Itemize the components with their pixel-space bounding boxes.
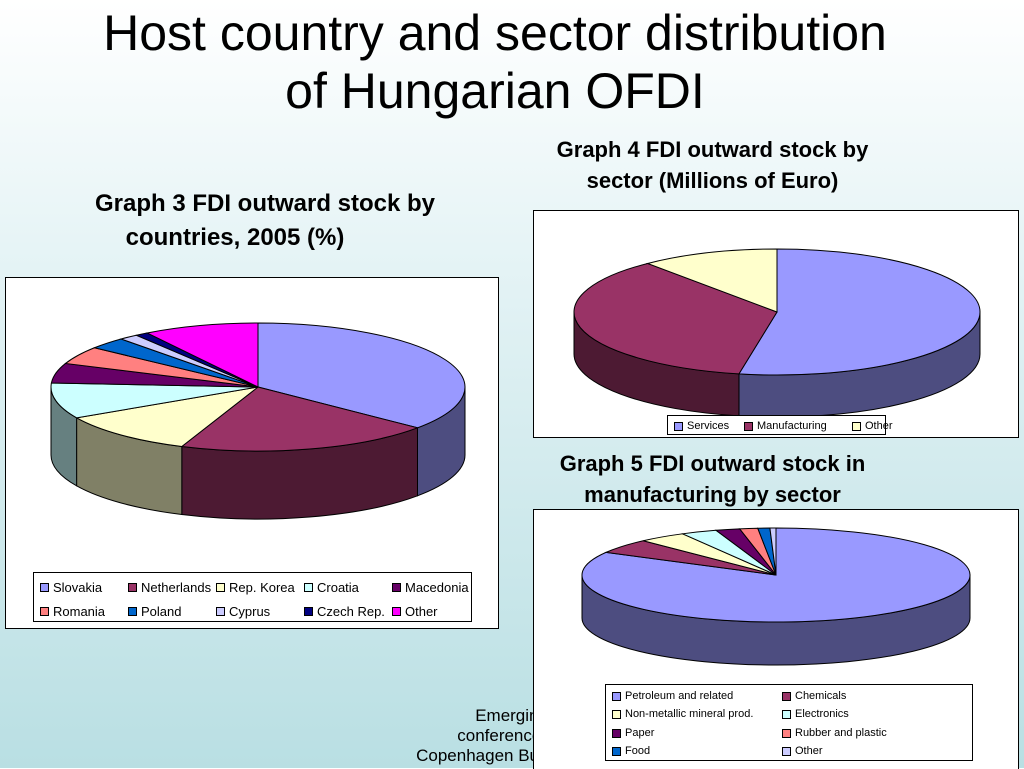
legend-swatch: [674, 421, 683, 431]
legend-item: Macedonia: [392, 580, 469, 595]
legend-item: Poland: [128, 604, 181, 619]
legend-item: Rubber and plastic: [782, 727, 887, 740]
pie-slice-slovakia: [257, 322, 466, 429]
legend-item: Petroleum and related: [612, 690, 733, 703]
legend-swatch: [392, 606, 401, 616]
legend-label: Cyprus: [229, 603, 271, 619]
slide-title-line1: Host country and sector distribution: [103, 5, 887, 61]
legend-swatch: [852, 421, 861, 431]
legend-item: Electronics: [782, 708, 849, 721]
legend-swatch: [612, 691, 621, 701]
legend-item: Cyprus: [216, 604, 270, 619]
legend-swatch: [612, 747, 621, 757]
slide-title: Host country and sector distribution of …: [0, 4, 990, 120]
graph3-title-line2: countries, 2005 (%): [125, 224, 345, 251]
legend-swatch: [216, 606, 225, 616]
legend-label: Petroleum and related: [625, 689, 734, 702]
legend-label: Manufacturing: [757, 419, 827, 432]
graph5-title: Graph 5 FDI outward stock in manufacturi…: [525, 448, 900, 510]
legend-item: Other: [782, 745, 823, 758]
graph5-title-line2: manufacturing by sector: [584, 482, 841, 507]
legend-item: Croatia: [304, 580, 359, 595]
chart-legend: Slovakia Netherlands Rep. Korea Croatia Mace…: [33, 572, 472, 622]
graph3-title-line1: Graph 3 FDI outward stock by: [94, 190, 436, 217]
legend-swatch: [782, 728, 791, 738]
slide-title-line2: of Hungarian OFDI: [285, 63, 705, 119]
legend-item: Other: [852, 420, 893, 433]
graph5-title-line1: Graph 5 FDI outward stock in: [559, 451, 866, 476]
pie-slice-other: [145, 322, 259, 388]
legend-swatch: [128, 582, 137, 592]
legend-label: Poland: [141, 603, 182, 619]
legend-label: Croatia: [317, 579, 359, 595]
legend-swatch: [392, 582, 401, 592]
pie-slice-netherlands: [180, 386, 420, 452]
legend-item: Chemicals: [782, 690, 846, 703]
graph3-title: Graph 3 FDI outward stock by countries, …: [55, 187, 475, 255]
chart-legend: Services Manufacturing Other: [667, 415, 893, 435]
legend-swatch: [216, 582, 225, 592]
legend-item: Manufacturing: [744, 420, 827, 433]
legend-label: Czech Rep.: [317, 603, 385, 619]
pie-slice-croatia: [50, 382, 259, 419]
legend-swatch: [40, 606, 49, 616]
legend-swatch: [304, 606, 313, 616]
pie-slice-other: [645, 248, 778, 313]
legend-label: Electronics: [795, 708, 849, 721]
legend-label: Rep. Korea: [229, 579, 295, 595]
legend-item: Other: [392, 604, 438, 619]
legend-swatch: [304, 582, 313, 592]
graph5-chart-panel: Petroleum and related Chemicals Non-metall…: [533, 509, 1019, 769]
legend-label: Rubber and plastic: [795, 726, 887, 739]
legend-item: Romania: [40, 604, 105, 619]
legend-item: Non-metallic mineral prod.: [612, 708, 753, 721]
legend-item: Paper: [612, 727, 654, 740]
chart-legend: Petroleum and related Chemicals Non-metall…: [605, 684, 973, 761]
legend-label: Netherlands: [141, 579, 212, 595]
pie-slice-manufacturing: [573, 262, 778, 375]
pie-chart-svg: [581, 527, 971, 666]
legend-item: Rep. Korea: [216, 580, 295, 595]
legend-item: Czech Rep.: [304, 604, 385, 619]
legend-item: Slovakia: [40, 580, 102, 595]
pie-slice-services: [738, 248, 981, 376]
legend-label: Services: [687, 419, 730, 432]
legend-swatch: [782, 710, 791, 720]
legend-swatch: [612, 728, 621, 738]
legend-label: Chemicals: [795, 689, 847, 702]
graph4-title-line1: Graph 4 FDI outward stock by: [556, 137, 869, 162]
pie-slice-other: [769, 527, 777, 576]
legend-label: Other: [405, 603, 438, 619]
legend-swatch: [128, 606, 137, 616]
legend-swatch: [744, 421, 753, 431]
graph4-title: Graph 4 FDI outward stock by sector (Mil…: [525, 134, 900, 196]
legend-swatch: [40, 582, 49, 592]
legend-item: Netherlands: [128, 580, 211, 595]
graph4-title-line2: sector (Millions of Euro): [586, 168, 839, 193]
legend-label: Food: [625, 745, 651, 758]
legend-item: Services: [674, 420, 729, 433]
legend-swatch: [782, 691, 791, 701]
legend-label: Slovakia: [53, 579, 103, 595]
graph4-chart-panel: Services Manufacturing Other: [533, 210, 1019, 438]
legend-label: Paper: [625, 726, 655, 739]
pie-chart-svg: [573, 248, 981, 418]
legend-swatch: [782, 747, 791, 757]
legend-label: Non-metallic mineral prod.: [625, 708, 754, 721]
legend-item: Food: [612, 745, 650, 758]
pie-chart-svg: [50, 322, 466, 520]
legend-label: Other: [795, 745, 823, 758]
legend-swatch: [612, 710, 621, 720]
legend-label: Other: [865, 419, 893, 432]
pie-slice-rep-korea: [75, 386, 259, 448]
legend-label: Romania: [53, 603, 106, 619]
legend-label: Macedonia: [405, 579, 469, 595]
graph3-chart-panel: Slovakia Netherlands Rep. Korea Croatia Mace…: [5, 277, 499, 629]
